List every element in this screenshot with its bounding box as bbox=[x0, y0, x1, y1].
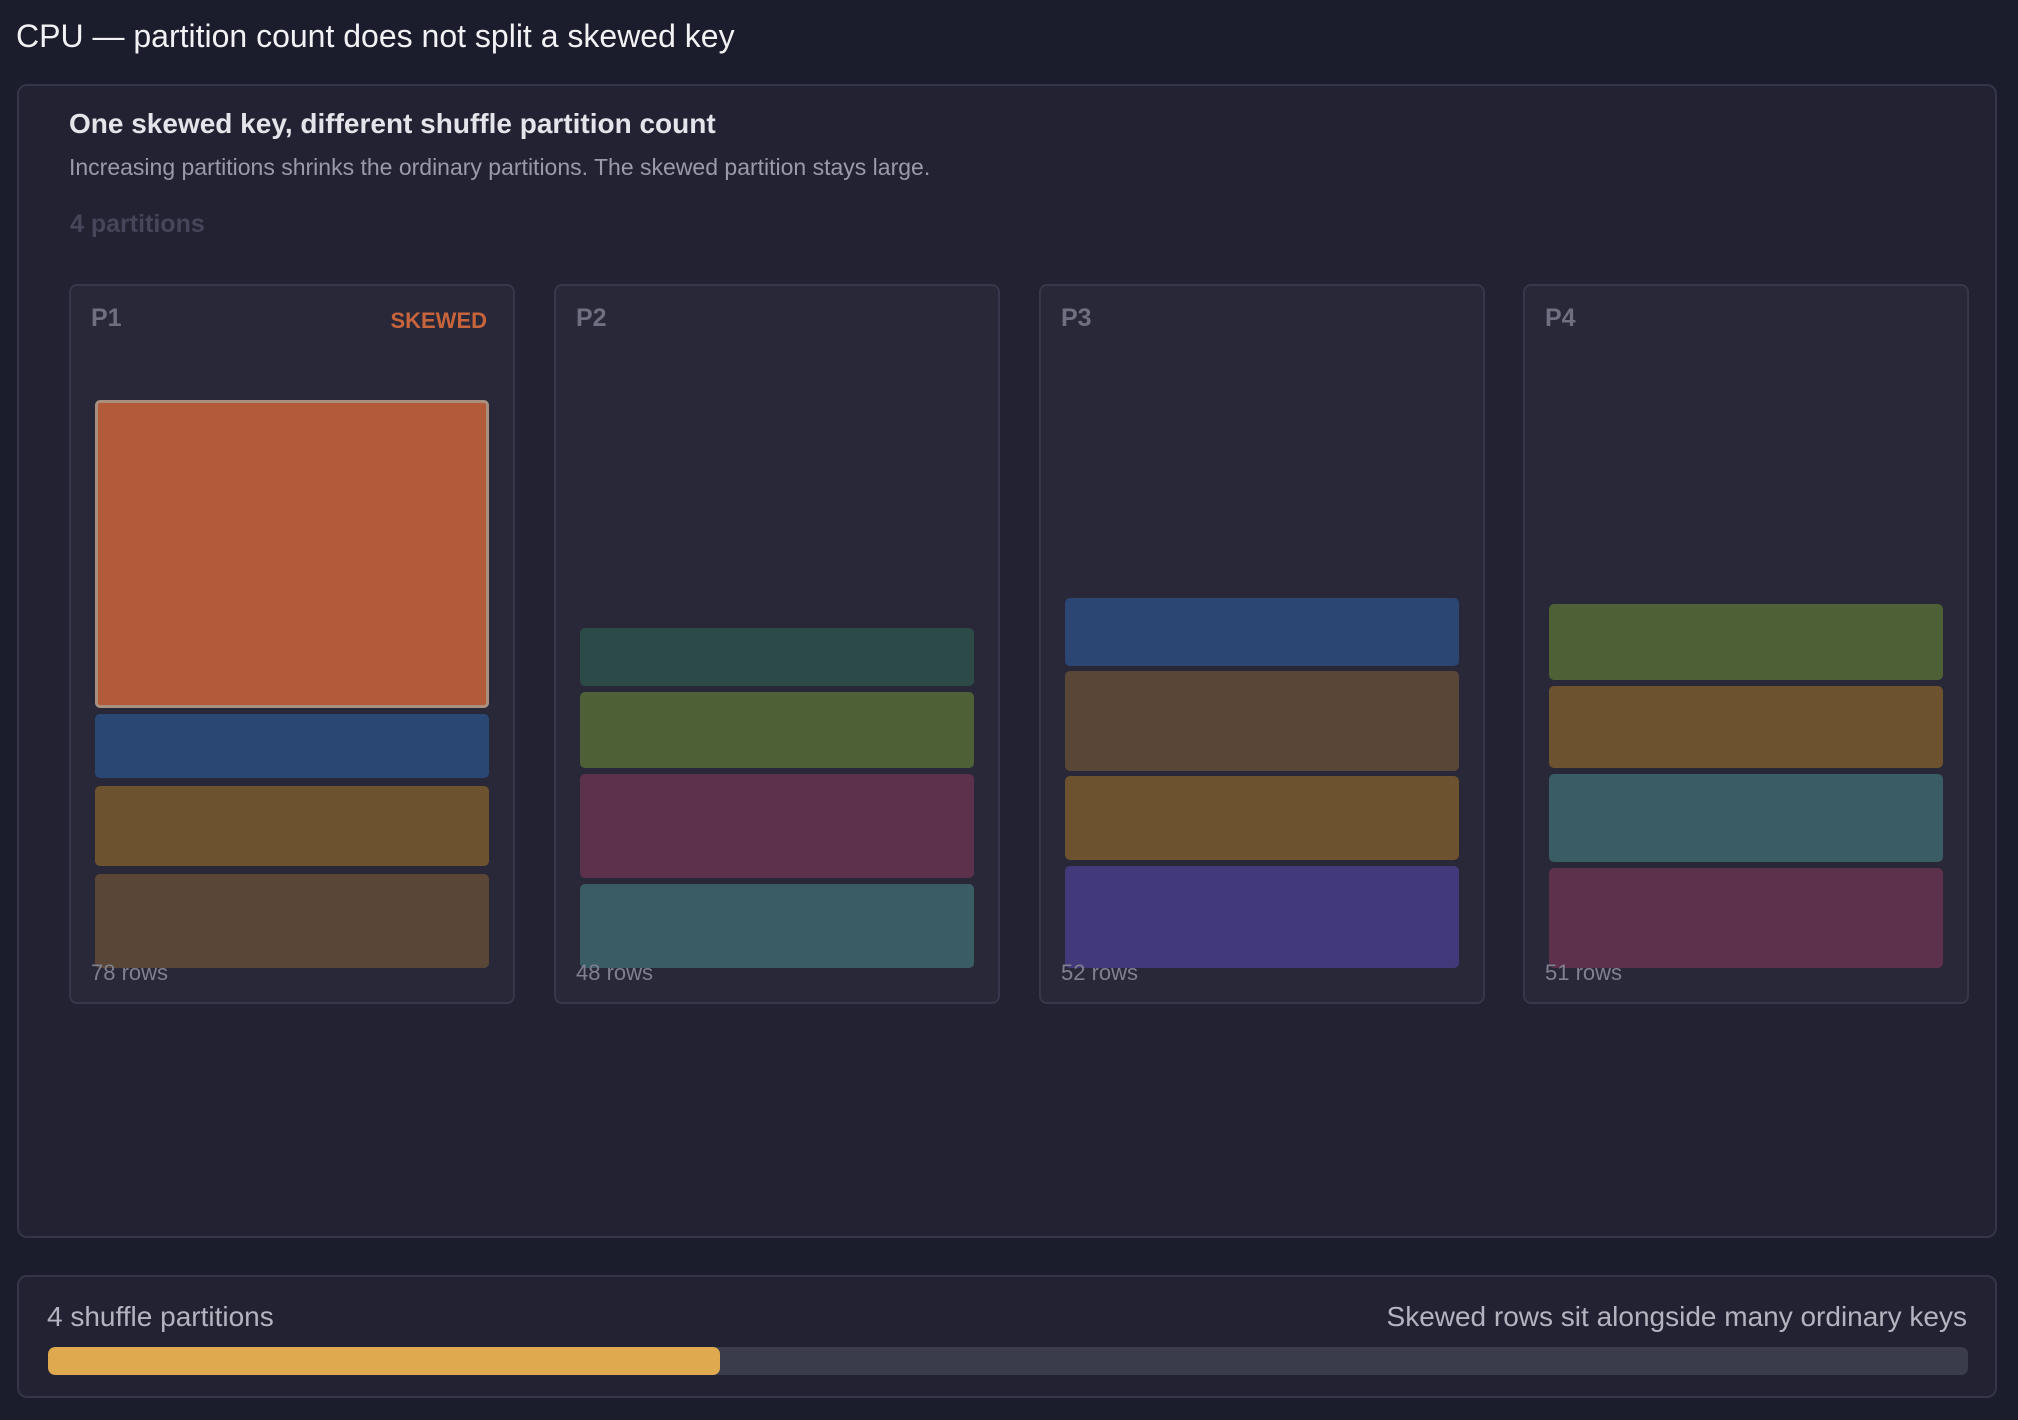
row-count: 51 rows bbox=[1545, 960, 1623, 985]
progress-caption: Skewed rows sit alongside many ordinary … bbox=[1386, 1301, 1967, 1332]
skew-panel: One skewed key, different shuffle partit… bbox=[17, 84, 1997, 1238]
partition-card-p3: P3 52 rows bbox=[1039, 284, 1485, 1004]
row-count: 52 rows bbox=[1061, 960, 1139, 985]
shuffle-partitions-label: 4 shuffle partitions bbox=[47, 1301, 274, 1332]
partition-card-p4: P4 51 rows bbox=[1523, 284, 1969, 1004]
partition-count-track[interactable] bbox=[48, 1347, 1968, 1375]
page-title: CPU — partition count does not split a s… bbox=[16, 18, 735, 54]
key-block bbox=[1065, 671, 1459, 771]
partition-name: P4 bbox=[1545, 304, 1576, 332]
partition-name: P3 bbox=[1061, 304, 1092, 332]
key-block bbox=[580, 692, 974, 768]
partition-name: P1 bbox=[91, 304, 122, 332]
key-block bbox=[1065, 866, 1459, 968]
key-block bbox=[580, 774, 974, 878]
partition-count-label: 4 partitions bbox=[70, 210, 205, 238]
key-block bbox=[580, 884, 974, 968]
partition-name: P2 bbox=[576, 304, 607, 332]
panel-title: One skewed key, different shuffle partit… bbox=[69, 108, 716, 139]
key-block bbox=[95, 714, 489, 778]
key-block bbox=[95, 874, 489, 968]
row-count: 78 rows bbox=[91, 960, 169, 985]
partition-count-fill[interactable] bbox=[48, 1347, 720, 1375]
key-block bbox=[95, 786, 489, 866]
key-block bbox=[1549, 774, 1943, 862]
partition-card-p2: P2 48 rows bbox=[554, 284, 1000, 1004]
panel-subtitle: Increasing partitions shrinks the ordina… bbox=[69, 154, 931, 180]
key-block bbox=[1549, 686, 1943, 768]
key-block bbox=[580, 628, 974, 686]
skewed-key-block bbox=[95, 400, 489, 708]
row-count: 48 rows bbox=[576, 960, 654, 985]
skewed-badge: SKEWED bbox=[390, 308, 487, 333]
partition-count-slider-panel: 4 shuffle partitions Skewed rows sit alo… bbox=[17, 1275, 1997, 1398]
key-block bbox=[1549, 868, 1943, 968]
partition-card-p1: P1 SKEWED 78 rows bbox=[69, 284, 515, 1004]
key-block bbox=[1065, 598, 1459, 666]
key-block bbox=[1065, 776, 1459, 860]
key-block bbox=[1549, 604, 1943, 680]
